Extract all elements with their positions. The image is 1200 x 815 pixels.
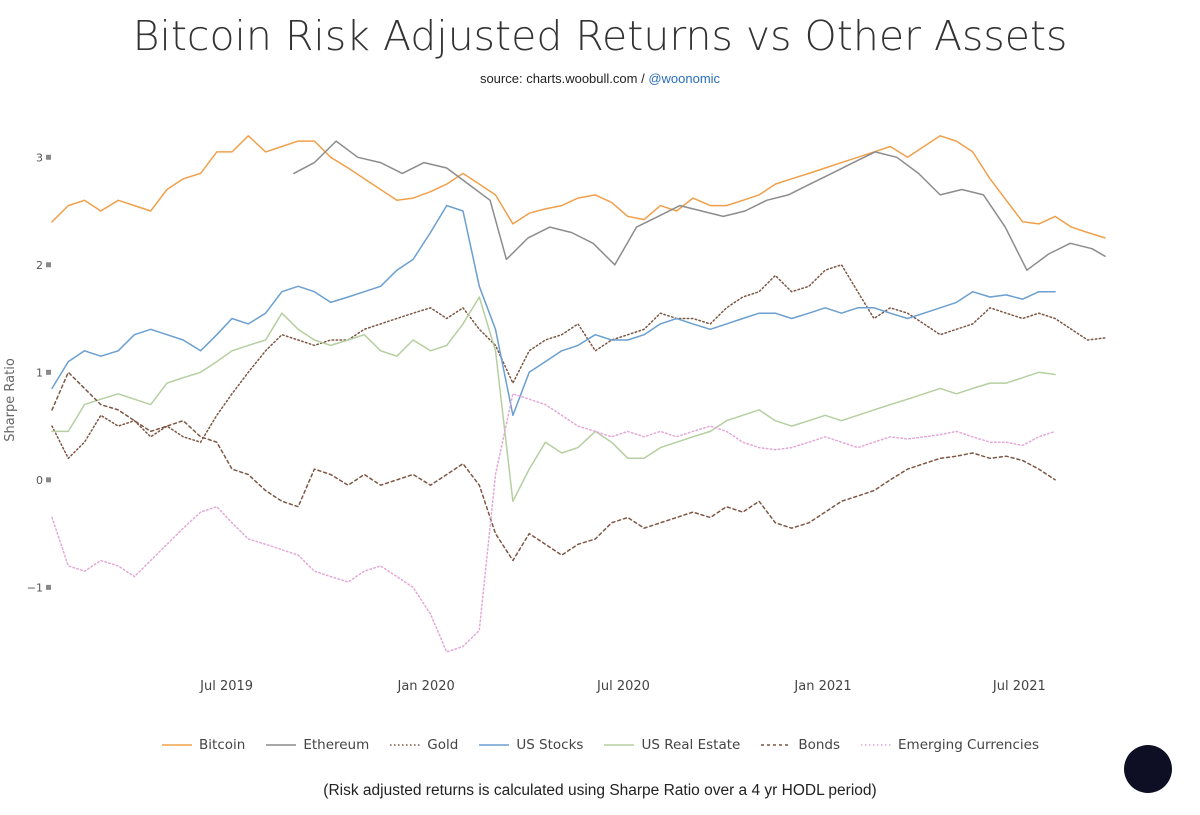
legend-item-bonds[interactable]: Bonds [760,737,840,753]
legend-item-gold[interactable]: Gold [389,737,458,753]
legend-item-us-real-estate[interactable]: US Real Estate [603,737,740,753]
legend-item-bitcoin[interactable]: Bitcoin [161,737,245,753]
legend-swatch [761,744,792,746]
x-axis: Jul 2019 Jan 2020 Jul 2020 Jan 2021 Jul 2021 [199,679,1046,694]
legend-item-emerging-currencies[interactable]: Emerging Currencies [860,737,1039,753]
legend-label: US Stocks [516,737,584,753]
legend-label: US Real Estate [641,737,741,753]
series-line-us-stocks[interactable] [51,204,1056,417]
y-tick-mark [46,154,51,160]
x-tick-label: Jan 2020 [397,679,455,694]
legend-swatch [390,744,421,746]
series-line-bitcoin[interactable] [51,135,1106,239]
y-tick-label: 3 [36,151,43,164]
chart-legend: Bitcoin Ethereum Gold US Stocks US Real Esta… [0,737,1200,753]
legend-item-us-stocks[interactable]: US Stocks [478,737,583,753]
y-axis-title: Sharpe Ratio [3,358,18,442]
legend-swatch [861,744,892,746]
legend-label: Bonds [798,737,841,753]
legend-swatch [604,744,635,746]
series-line-us-real-estate[interactable] [51,296,1056,503]
y-tick-mark [46,477,51,483]
x-tick-label: Jan 2021 [793,679,851,694]
y-tick-label: 2 [36,259,43,272]
legend-swatch [266,744,297,746]
x-tick-label: Jul 2021 [992,679,1046,694]
y-axis: 3 2 1 0 −1 [27,151,51,594]
legend-label: Gold [427,737,459,753]
legend-label: Bitcoin [199,737,246,753]
source-prefix: source: charts.woobull.com / [479,71,649,86]
y-tick-label: −1 [27,581,43,594]
legend-label: Ethereum [303,737,370,753]
chart-source: source: charts.woobull.com / @woonomic [0,71,1200,86]
x-tick-label: Jul 2019 [199,679,253,694]
y-tick-label: 0 [36,474,43,487]
chat-bubble-button[interactable] [1124,745,1172,793]
legend-swatch [162,744,193,746]
y-tick-label: 1 [36,366,43,379]
series-line-bonds[interactable] [51,371,1056,562]
legend-label: Emerging Currencies [898,737,1039,753]
legend-swatch [479,744,510,746]
source-handle-link[interactable]: @woonomic [648,71,721,86]
series-line-emerging-currencies[interactable] [51,393,1056,653]
chart-title: Bitcoin Risk Adjusted Returns vs Other A… [132,12,1068,60]
series-line-gold[interactable] [51,264,1106,460]
y-tick-mark [46,369,51,375]
y-tick-mark [46,262,51,268]
footnote: (Risk adjusted returns is calculated usi… [323,782,877,799]
y-tick-mark [46,584,51,590]
series-lines [51,135,1106,653]
legend-item-ethereum[interactable]: Ethereum [265,737,369,753]
series-line-ethereum[interactable] [293,140,1106,271]
x-tick-label: Jul 2020 [596,679,650,694]
